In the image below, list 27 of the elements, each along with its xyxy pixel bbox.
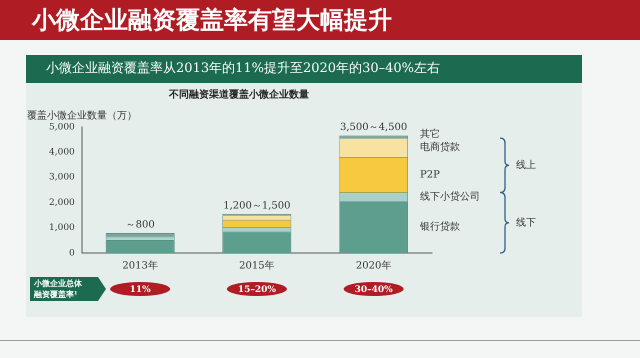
y-tick-label: 2,000 [49, 198, 76, 208]
total-label: ～800 [126, 219, 155, 230]
chart-subtitle: 小微企业融资覆盖率从2013年的11%提升至2020年的30–40%左右 [26, 55, 582, 83]
legend-title: 不同融资渠道覆盖小微企业数量 [168, 88, 309, 101]
series-label: 电商贷款 [420, 141, 460, 154]
text: 15–20% [238, 284, 276, 295]
text: 小微企业总体融资覆盖率¹ [33, 278, 83, 300]
y-tick-label: 5,000 [49, 122, 76, 132]
y-axis-title: 覆盖小微企业数量（万） [26, 110, 137, 122]
x-tick-label: 2015年 [239, 260, 275, 272]
y-tick-label: 1,000 [49, 223, 76, 234]
chart-title: 小微企业融资覆盖率有望大幅提升 [0, 0, 640, 40]
text: 线上 [516, 158, 536, 171]
y-tick-label: 3,000 [49, 172, 76, 183]
total-label: 3,500～4,500 [340, 122, 408, 134]
total-label: 1,200～1,500 [223, 200, 291, 212]
series-label: 其它 [420, 128, 440, 140]
series-label: P2P [420, 169, 440, 180]
series-label: 银行贷款 [419, 220, 460, 233]
text: 线下 [516, 216, 536, 228]
text: 11% [130, 284, 152, 295]
series-label: 线下小贷公司 [420, 190, 480, 202]
y-tick-label: 0 [69, 248, 76, 258]
text: 30–40% [354, 284, 394, 295]
y-tick-label: 4,000 [49, 148, 76, 158]
x-tick-label: 2020年 [356, 260, 392, 272]
x-tick-label: 2013年 [122, 260, 158, 272]
